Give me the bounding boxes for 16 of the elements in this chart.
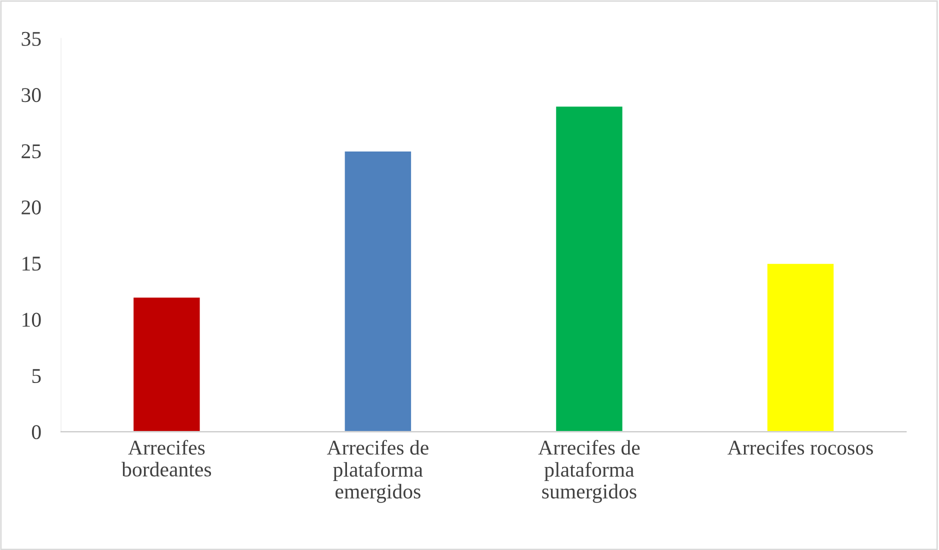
x-tick-label: Arrecifes bordeantes [122,440,212,477]
bar [766,262,835,432]
y-tick-label: 0 [32,425,41,440]
x-tick-label: Arrecifes de plataforma sumergidos [538,440,640,503]
y-tick-label: 20 [22,200,41,214]
y-tick-label: 5 [32,369,41,384]
y-tick-label: 25 [22,144,41,158]
y-tick-label: 15 [22,256,41,271]
bar [554,105,624,432]
y-tick-label: 10 [22,312,41,327]
bar [132,296,202,432]
x-tick-label: Arrecifes rocosos [728,440,873,455]
bar [343,150,412,432]
x-tick-label: Arrecifes de plataforma emergidos [326,440,428,503]
y-tick-label: 35 [22,32,41,46]
y-tick-label: 30 [22,88,41,102]
